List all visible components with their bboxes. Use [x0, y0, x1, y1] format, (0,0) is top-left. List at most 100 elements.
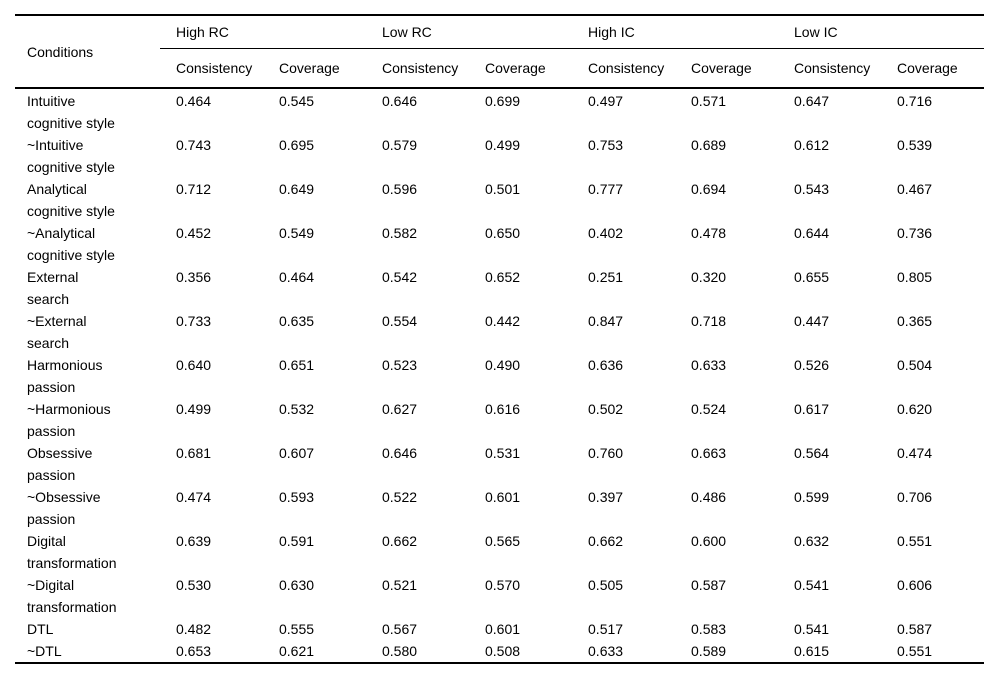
value-cell: 0.632 — [794, 533, 830, 549]
value-cell: 0.482 — [176, 621, 212, 637]
value-cell: 0.716 — [897, 93, 933, 109]
condition-cell: ~Intuitive cognitive style — [27, 137, 115, 175]
value-cell: 0.596 — [382, 181, 418, 197]
condition-cell: ~Analytical cognitive style — [27, 225, 115, 263]
value-cell: 0.524 — [691, 401, 727, 417]
value-cell: 0.651 — [279, 357, 315, 373]
value-cell: 0.464 — [279, 269, 315, 285]
value-cell: 0.630 — [279, 577, 315, 593]
value-cell: 0.635 — [279, 313, 315, 329]
value-cell: 0.517 — [588, 621, 624, 637]
value-cell: 0.587 — [691, 577, 727, 593]
value-cell: 0.606 — [897, 577, 933, 593]
value-cell: 0.583 — [691, 621, 727, 637]
subheader-consistency: Consistency — [572, 48, 676, 89]
value-cell: 0.526 — [794, 357, 830, 373]
value-cell: 0.545 — [279, 93, 315, 109]
value-cell: 0.541 — [794, 577, 830, 593]
conditions-results-table: Conditions High RC Low RC High IC Low IC… — [15, 14, 985, 664]
value-cell: 0.695 — [279, 137, 315, 153]
value-cell: 0.663 — [691, 445, 727, 461]
value-cell: 0.589 — [691, 643, 727, 659]
value-cell: 0.543 — [794, 181, 830, 197]
value-cell: 0.646 — [382, 445, 418, 461]
value-cell: 0.501 — [485, 181, 521, 197]
group-header-low-rc: Low RC — [366, 15, 573, 49]
value-cell: 0.541 — [794, 621, 830, 637]
value-cell: 0.504 — [897, 357, 933, 373]
value-cell: 0.502 — [588, 401, 624, 417]
value-cell: 0.599 — [794, 489, 830, 505]
value-cell: 0.579 — [382, 137, 418, 153]
value-cell: 0.320 — [691, 269, 727, 285]
condition-cell: Harmonious passion — [27, 357, 103, 395]
value-cell: 0.499 — [176, 401, 212, 417]
condition-cell: Obsessive passion — [27, 445, 93, 483]
value-cell: 0.612 — [794, 137, 830, 153]
table-row: ~DTL 0.653 0.621 0.580 0.508 0.633 0.589 0.615 0… — [15, 640, 984, 663]
table-body: Intuitive cognitive style 0.464 0.545 0.646… — [15, 88, 984, 663]
condition-cell: DTL — [27, 621, 54, 637]
value-cell: 0.621 — [279, 643, 315, 659]
value-cell: 0.736 — [897, 225, 933, 241]
value-cell: 0.497 — [588, 93, 624, 109]
value-cell: 0.777 — [588, 181, 624, 197]
subheader-consistency: Consistency — [366, 48, 469, 89]
value-cell: 0.530 — [176, 577, 212, 593]
value-cell: 0.636 — [588, 357, 624, 373]
value-cell: 0.633 — [588, 643, 624, 659]
value-cell: 0.644 — [794, 225, 830, 241]
value-cell: 0.571 — [691, 93, 727, 109]
value-cell: 0.365 — [897, 313, 933, 329]
value-cell: 0.587 — [897, 621, 933, 637]
condition-cell: External search — [27, 269, 79, 307]
value-cell: 0.486 — [691, 489, 727, 505]
value-cell: 0.647 — [794, 93, 830, 109]
table-row: ~Intuitive cognitive style 0.743 0.695 0.57… — [15, 134, 984, 178]
value-cell: 0.499 — [485, 137, 521, 153]
value-cell: 0.474 — [176, 489, 212, 505]
value-cell: 0.650 — [485, 225, 521, 241]
value-cell: 0.706 — [897, 489, 933, 505]
value-cell: 0.356 — [176, 269, 212, 285]
condition-cell: ~Harmonious passion — [27, 401, 111, 439]
value-cell: 0.616 — [485, 401, 521, 417]
table-row: ~External search 0.733 0.635 0.554 0.442 0.84… — [15, 310, 984, 354]
subheader-coverage: Coverage — [881, 48, 985, 89]
condition-cell: Digital transformation — [27, 533, 117, 571]
value-cell: 0.639 — [176, 533, 212, 549]
table-row: DTL 0.482 0.555 0.567 0.601 0.517 0.583 0.541 0.… — [15, 618, 984, 640]
value-cell: 0.649 — [279, 181, 315, 197]
condition-cell: Analytical cognitive style — [27, 181, 115, 219]
value-cell: 0.464 — [176, 93, 212, 109]
group-header-high-ic: High IC — [572, 15, 779, 49]
value-cell: 0.699 — [485, 93, 521, 109]
subheader-row: Consistency Coverage Consistency Coverag… — [15, 48, 985, 89]
value-cell: 0.523 — [382, 357, 418, 373]
value-cell: 0.508 — [485, 643, 521, 659]
value-cell: 0.447 — [794, 313, 830, 329]
value-cell: 0.539 — [897, 137, 933, 153]
value-cell: 0.580 — [382, 643, 418, 659]
table-row: Harmonious passion 0.640 0.651 0.523 0.490 0.… — [15, 354, 984, 398]
value-cell: 0.627 — [382, 401, 418, 417]
group-header-row: Conditions High RC Low RC High IC Low IC — [15, 15, 985, 89]
value-cell: 0.397 — [588, 489, 624, 505]
value-cell: 0.452 — [176, 225, 212, 241]
value-cell: 0.615 — [794, 643, 830, 659]
value-cell: 0.620 — [897, 401, 933, 417]
value-cell: 0.490 — [485, 357, 521, 373]
table-row: ~Harmonious passion 0.499 0.532 0.627 0.616 0… — [15, 398, 984, 442]
value-cell: 0.474 — [897, 445, 933, 461]
condition-cell: ~Digital transformation — [27, 577, 117, 615]
value-cell: 0.681 — [176, 445, 212, 461]
value-cell: 0.652 — [485, 269, 521, 285]
group-header-high-rc: High RC — [160, 15, 366, 49]
value-cell: 0.591 — [279, 533, 315, 549]
value-cell: 0.847 — [588, 313, 624, 329]
value-cell: 0.402 — [588, 225, 624, 241]
value-cell: 0.633 — [691, 357, 727, 373]
value-cell: 0.564 — [794, 445, 830, 461]
table-row: ~Digital transformation 0.530 0.630 0.521 0.… — [15, 574, 984, 618]
